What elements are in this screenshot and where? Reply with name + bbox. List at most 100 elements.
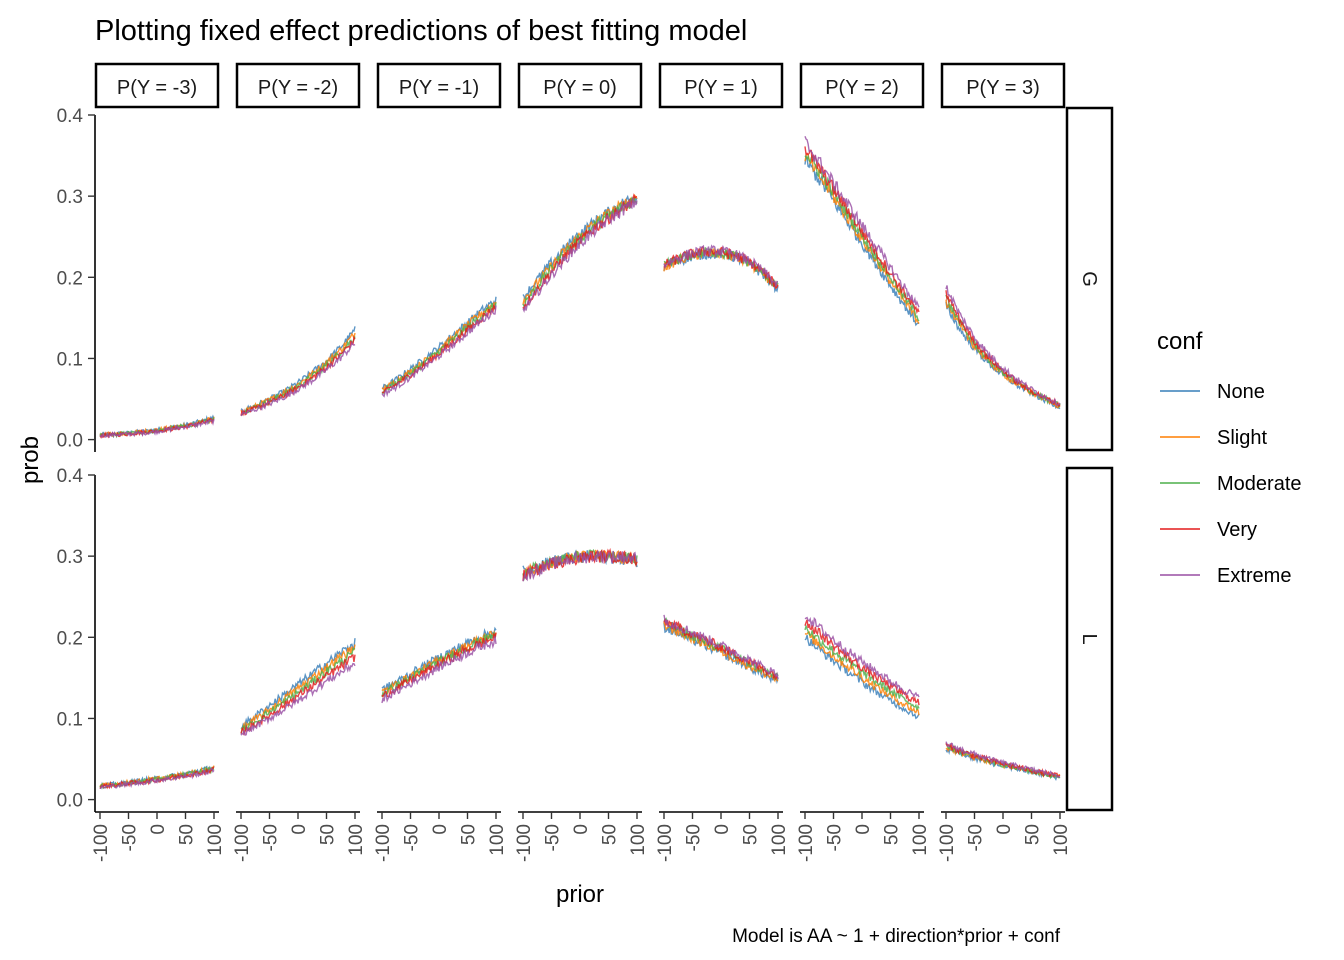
column-strip-label: P(Y = 2)	[825, 77, 899, 99]
series-line-extreme	[945, 285, 1061, 406]
column-strip-label: P(Y = -2)	[258, 77, 338, 99]
y-tick-label: 0.4	[57, 466, 84, 487]
x-tick-label: 0	[994, 824, 1015, 835]
y-tick-label: 0.1	[57, 709, 83, 730]
panel-G-5	[663, 244, 779, 294]
x-tick-label: 100	[910, 824, 931, 856]
legend-label-none: None	[1217, 381, 1265, 403]
series-line-moderate	[240, 336, 356, 416]
legend-label-very: Very	[1217, 519, 1257, 541]
x-tick-label: -100	[796, 824, 817, 862]
y-axis-label: prob	[17, 436, 44, 484]
series-line-very	[381, 632, 497, 699]
x-tick-label: 50	[318, 824, 339, 845]
x-tick-label: -100	[232, 824, 253, 862]
x-tick-label: -50	[120, 824, 141, 851]
column-strip-label: P(Y = 0)	[543, 77, 617, 99]
x-tick-label: 0	[430, 824, 451, 835]
legend-title: conf	[1157, 328, 1203, 355]
series-line-moderate	[945, 294, 1061, 409]
legend-label-moderate: Moderate	[1217, 473, 1302, 495]
series-line-extreme	[99, 767, 215, 790]
y-tick-label: 0.2	[57, 628, 83, 649]
series-line-slight	[804, 153, 920, 324]
row-strip-label: L	[1078, 633, 1100, 644]
x-tick-label: -50	[966, 824, 987, 851]
series-line-extreme	[804, 616, 920, 698]
x-tick-label: -50	[261, 824, 282, 851]
column-strip-label: P(Y = 3)	[966, 77, 1040, 99]
panel-L-2: -100 -50 0 50 100	[232, 638, 367, 862]
series-line-extreme	[240, 662, 356, 737]
x-tick-label: 50	[177, 824, 198, 845]
panel-G-4	[522, 193, 638, 314]
column-strip-label: P(Y = -3)	[117, 77, 197, 99]
legend: conf None Slight Moderate Very Extreme	[1157, 328, 1302, 587]
series-line-extreme	[663, 614, 779, 679]
x-tick-label: 0	[148, 824, 169, 835]
series-line-extreme	[663, 244, 779, 287]
series-line-slight	[240, 644, 356, 730]
column-strip	[376, 62, 502, 109]
y-tick-label: 0.2	[57, 268, 83, 289]
x-tick-label: 50	[459, 824, 480, 845]
x-tick-label: 100	[205, 824, 226, 856]
row-strip-label: G	[1078, 271, 1100, 287]
series-line-extreme	[99, 418, 215, 439]
y-tick-label: 0.3	[57, 187, 83, 208]
column-strip	[940, 62, 1066, 109]
x-tick-label: -50	[543, 824, 564, 851]
column-strip	[235, 62, 361, 109]
x-tick-label: 100	[1051, 824, 1072, 856]
series-line-very	[99, 766, 215, 790]
series-line-slight	[240, 332, 356, 414]
panel-L-6: -100 -50 0 50 100	[796, 616, 931, 862]
legend-label-extreme: Extreme	[1217, 565, 1291, 587]
panel-G-7	[945, 285, 1061, 410]
x-tick-label: -100	[373, 824, 394, 862]
x-tick-label: 0	[571, 824, 592, 835]
row-strip-G	[1065, 106, 1114, 452]
series-line-none	[804, 634, 920, 720]
column-strip-label: P(Y = -1)	[399, 77, 479, 99]
x-tick-label: 50	[882, 824, 903, 845]
chart-caption: Model is AA ~ 1 + direction*prior + conf	[732, 926, 1061, 947]
x-tick-label: -50	[684, 824, 705, 851]
chart-title: Plotting fixed effect predictions of bes…	[95, 15, 747, 47]
series-line-none	[381, 296, 497, 390]
x-axis-label: prior	[556, 881, 604, 908]
x-tick-label: 100	[769, 824, 790, 856]
plot-area: 0.0 0.1 0.2 0.3 0.4 G -100 -50 0 50 100 -100 -50 0 50 1…	[57, 62, 1114, 862]
x-tick-label: 0	[712, 824, 733, 835]
panel-G-6	[804, 136, 920, 327]
legend-label-slight: Slight	[1217, 427, 1267, 449]
panel-L-1: -100 -50 0 50 100	[91, 765, 226, 862]
series-line-very	[240, 654, 356, 736]
column-strip-label: P(Y = 1)	[684, 77, 758, 99]
panel-L-7: -100 -50 0 50 100	[937, 741, 1072, 862]
series-line-slight	[804, 631, 920, 716]
panel-L-4: -100 -50 0 50 100	[514, 547, 649, 862]
panel-L-3: -100 -50 0 50 100	[373, 626, 508, 862]
series-line-none	[240, 638, 356, 730]
row-strip-L	[1065, 466, 1114, 812]
series-line-extreme	[804, 136, 920, 308]
x-tick-label: 0	[853, 824, 874, 835]
x-tick-label: 50	[741, 824, 762, 845]
x-tick-label: -100	[91, 824, 112, 862]
series-line-extreme	[240, 341, 356, 417]
y-tick-label: 0.0	[57, 431, 83, 452]
series-line-moderate	[240, 647, 356, 734]
series-line-very	[945, 290, 1061, 408]
x-tick-label: 50	[600, 824, 621, 845]
series-line-extreme	[381, 636, 497, 704]
series-line-extreme	[522, 197, 638, 314]
x-tick-label: -100	[937, 824, 958, 862]
panel-G-1	[99, 414, 215, 439]
panel-G-2	[240, 326, 356, 417]
series-line-extreme	[522, 550, 638, 582]
column-strip	[517, 62, 643, 109]
x-tick-label: -100	[655, 824, 676, 862]
series-line-slight	[945, 299, 1061, 409]
